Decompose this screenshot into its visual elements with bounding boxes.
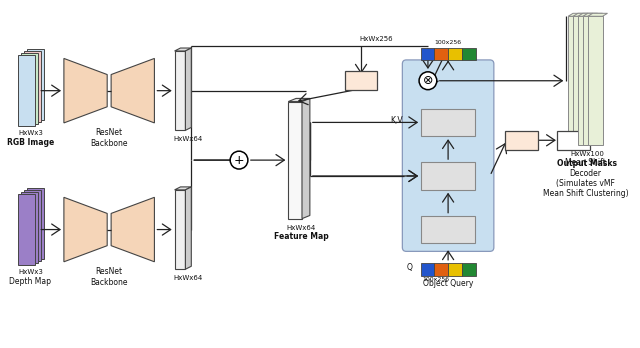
Bar: [24, 190, 41, 261]
Bar: [462, 48, 476, 61]
Polygon shape: [64, 197, 107, 262]
Bar: [448, 48, 462, 61]
Polygon shape: [64, 58, 107, 123]
Polygon shape: [175, 48, 191, 51]
Text: Object Query: Object Query: [423, 279, 474, 288]
Bar: [420, 48, 435, 61]
FancyBboxPatch shape: [557, 131, 590, 150]
Polygon shape: [573, 13, 593, 16]
Bar: [20, 53, 38, 124]
Polygon shape: [186, 187, 191, 269]
Polygon shape: [186, 48, 191, 130]
Bar: [20, 192, 38, 263]
Text: ResNet
Backbone: ResNet Backbone: [90, 128, 128, 148]
Text: ResNet
Backbone: ResNet Backbone: [90, 267, 128, 287]
Bar: [26, 188, 44, 259]
Bar: [578, 16, 593, 145]
Text: Class: Class: [563, 135, 584, 144]
Bar: [462, 263, 476, 276]
Text: HxWx100: HxWx100: [570, 151, 604, 157]
Circle shape: [419, 72, 436, 90]
Polygon shape: [588, 13, 607, 16]
Text: Output Masks: Output Masks: [557, 159, 618, 168]
Polygon shape: [583, 13, 603, 16]
Bar: [435, 263, 448, 276]
Bar: [448, 263, 462, 276]
Polygon shape: [111, 197, 154, 262]
FancyBboxPatch shape: [403, 60, 494, 251]
Bar: [24, 51, 41, 122]
Text: 100x256: 100x256: [422, 277, 450, 282]
Text: HxWx3: HxWx3: [18, 269, 43, 275]
Text: Depth Map: Depth Map: [10, 277, 51, 286]
Bar: [18, 194, 35, 265]
Text: K,V: K,V: [390, 116, 403, 125]
Bar: [18, 55, 35, 126]
FancyBboxPatch shape: [345, 71, 377, 90]
Text: ⊗: ⊗: [422, 74, 433, 87]
Bar: [288, 102, 302, 219]
Text: 100x256: 100x256: [435, 40, 461, 45]
Text: +: +: [234, 153, 244, 167]
Polygon shape: [578, 13, 598, 16]
Text: FFN: FFN: [514, 135, 529, 144]
Text: HxWx64: HxWx64: [286, 224, 316, 231]
Text: Q: Q: [407, 263, 413, 272]
Bar: [568, 16, 583, 145]
Text: HxWx256: HxWx256: [359, 36, 392, 42]
Bar: [573, 16, 588, 145]
Polygon shape: [111, 58, 154, 123]
Bar: [583, 16, 598, 145]
Text: RGB Image: RGB Image: [7, 138, 54, 147]
Text: HxWx64: HxWx64: [173, 275, 202, 281]
Bar: [175, 190, 186, 269]
Polygon shape: [175, 187, 191, 190]
Bar: [26, 49, 44, 120]
Circle shape: [230, 151, 248, 169]
Bar: [588, 16, 603, 145]
Bar: [435, 48, 448, 61]
Bar: [420, 263, 435, 276]
Text: Conv: Conv: [351, 75, 371, 84]
Text: HxWx64: HxWx64: [173, 136, 202, 142]
Text: Feature Map: Feature Map: [274, 231, 328, 240]
Bar: [421, 109, 475, 136]
Bar: [421, 216, 475, 244]
Polygon shape: [302, 98, 310, 219]
Polygon shape: [288, 98, 310, 102]
Bar: [421, 162, 475, 190]
Text: Mean Shift
Decoder
(Simulates vMF
Mean Shift Clustering): Mean Shift Decoder (Simulates vMF Mean S…: [543, 158, 628, 198]
FancyBboxPatch shape: [505, 131, 538, 150]
Polygon shape: [568, 13, 588, 16]
Text: HxWx3: HxWx3: [18, 130, 43, 136]
Bar: [175, 51, 186, 130]
